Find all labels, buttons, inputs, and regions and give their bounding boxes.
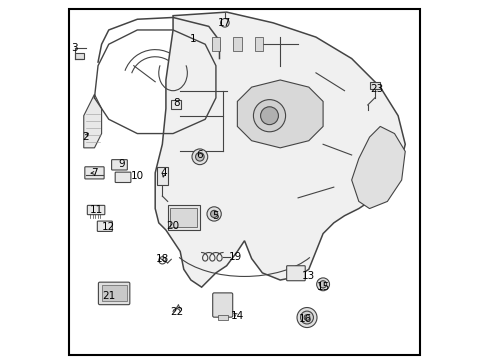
FancyBboxPatch shape (84, 167, 104, 179)
Circle shape (260, 107, 278, 125)
Bar (211, 37, 220, 51)
Bar (157, 167, 167, 185)
FancyBboxPatch shape (115, 172, 131, 183)
Bar (102, 285, 126, 301)
Text: 12: 12 (102, 222, 115, 232)
FancyBboxPatch shape (212, 293, 232, 317)
Text: 14: 14 (230, 311, 244, 321)
Text: 13: 13 (302, 271, 315, 282)
Polygon shape (237, 80, 323, 148)
FancyBboxPatch shape (111, 159, 127, 170)
Circle shape (300, 311, 313, 324)
Text: 11: 11 (89, 205, 102, 215)
Text: 17: 17 (218, 18, 231, 28)
FancyBboxPatch shape (286, 266, 305, 281)
Text: 21: 21 (102, 291, 115, 301)
Text: 9: 9 (118, 159, 124, 169)
Polygon shape (155, 12, 405, 287)
Bar (254, 37, 263, 51)
Bar (75, 53, 83, 59)
Circle shape (296, 307, 316, 328)
Bar (233, 37, 241, 51)
Polygon shape (83, 94, 102, 148)
Text: 18: 18 (155, 253, 169, 264)
FancyBboxPatch shape (97, 221, 112, 231)
Text: 10: 10 (130, 171, 143, 181)
Text: 6: 6 (196, 150, 203, 160)
Bar (171, 100, 181, 109)
Text: 7: 7 (91, 168, 98, 178)
Circle shape (316, 278, 329, 291)
Bar (217, 315, 227, 320)
Text: 23: 23 (369, 84, 383, 94)
Circle shape (195, 153, 203, 161)
Text: 20: 20 (166, 221, 179, 231)
Text: 1: 1 (189, 34, 196, 44)
Circle shape (220, 18, 229, 27)
Text: 22: 22 (170, 307, 183, 317)
FancyBboxPatch shape (98, 282, 130, 305)
Text: 8: 8 (173, 98, 180, 108)
Circle shape (206, 207, 221, 221)
Text: 2: 2 (82, 132, 89, 142)
Text: 15: 15 (316, 282, 329, 292)
Text: 3: 3 (71, 43, 78, 53)
Text: 19: 19 (228, 252, 242, 262)
Text: 16: 16 (298, 314, 311, 324)
Circle shape (253, 100, 285, 132)
Circle shape (304, 315, 309, 320)
FancyBboxPatch shape (87, 205, 104, 215)
Bar (369, 82, 380, 89)
Text: 5: 5 (212, 211, 219, 221)
Circle shape (192, 149, 207, 165)
Circle shape (319, 281, 326, 288)
Circle shape (210, 210, 217, 217)
Polygon shape (351, 126, 405, 208)
Bar (170, 208, 197, 227)
Text: 4: 4 (161, 168, 167, 178)
Bar (167, 205, 200, 230)
